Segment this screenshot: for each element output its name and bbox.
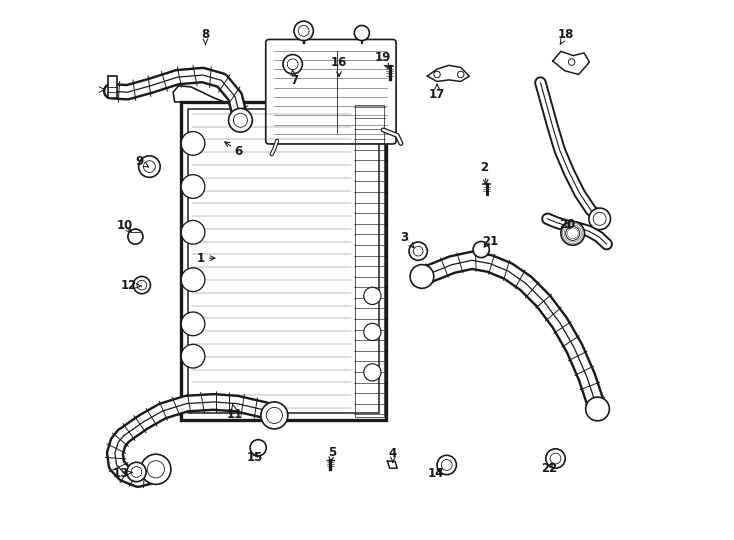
Circle shape: [283, 55, 302, 74]
Text: 18: 18: [558, 28, 575, 45]
Circle shape: [181, 174, 205, 198]
Circle shape: [593, 212, 606, 225]
Circle shape: [143, 161, 156, 172]
Circle shape: [434, 71, 440, 78]
Circle shape: [228, 109, 252, 132]
Circle shape: [127, 462, 146, 482]
Circle shape: [250, 440, 266, 456]
Circle shape: [181, 132, 205, 156]
Text: 4: 4: [389, 447, 397, 462]
Text: 15: 15: [247, 451, 264, 464]
Text: 7: 7: [290, 70, 298, 87]
Text: 5: 5: [328, 446, 336, 463]
Circle shape: [546, 449, 565, 468]
Circle shape: [473, 241, 490, 258]
Circle shape: [139, 156, 160, 177]
Circle shape: [181, 268, 205, 292]
Circle shape: [364, 364, 381, 381]
Circle shape: [589, 208, 611, 230]
Text: 22: 22: [541, 462, 557, 475]
Circle shape: [566, 226, 580, 240]
Bar: [355, 105, 384, 417]
Text: 17: 17: [429, 84, 445, 102]
Circle shape: [441, 460, 452, 470]
Text: 3: 3: [401, 231, 414, 248]
Circle shape: [131, 467, 142, 477]
Circle shape: [409, 242, 427, 260]
Text: 11: 11: [227, 404, 243, 421]
Circle shape: [568, 59, 575, 65]
Circle shape: [457, 71, 464, 78]
Circle shape: [137, 280, 147, 290]
Text: 16: 16: [331, 56, 347, 77]
Text: 13: 13: [112, 467, 133, 480]
Circle shape: [586, 397, 609, 421]
Polygon shape: [553, 51, 589, 75]
Text: 1: 1: [197, 252, 215, 265]
Text: 14: 14: [428, 467, 444, 480]
Circle shape: [298, 25, 309, 36]
Text: 21: 21: [482, 235, 498, 248]
Polygon shape: [427, 65, 469, 82]
Bar: [188, 109, 379, 413]
Text: 19: 19: [375, 51, 391, 69]
Circle shape: [413, 246, 423, 256]
Circle shape: [181, 345, 205, 368]
Circle shape: [128, 229, 143, 244]
Circle shape: [294, 21, 313, 40]
Text: 10: 10: [117, 219, 133, 232]
Circle shape: [364, 323, 381, 341]
Circle shape: [550, 453, 561, 464]
Circle shape: [561, 221, 584, 245]
Text: 12: 12: [121, 279, 142, 292]
Circle shape: [141, 454, 171, 484]
Bar: [181, 102, 386, 420]
Circle shape: [287, 59, 298, 70]
Text: 20: 20: [559, 218, 575, 231]
Circle shape: [181, 220, 205, 244]
Circle shape: [261, 402, 288, 429]
Text: 8: 8: [201, 28, 209, 45]
Circle shape: [266, 407, 283, 423]
Circle shape: [148, 461, 164, 478]
Circle shape: [437, 455, 457, 475]
FancyBboxPatch shape: [266, 39, 396, 144]
Text: 6: 6: [225, 142, 243, 158]
Circle shape: [355, 25, 369, 40]
Circle shape: [134, 276, 150, 294]
Circle shape: [233, 113, 247, 127]
Circle shape: [410, 265, 434, 288]
Circle shape: [181, 312, 205, 336]
Bar: [109, 76, 117, 98]
Text: 2: 2: [480, 161, 489, 184]
Text: 9: 9: [136, 154, 148, 168]
Circle shape: [364, 287, 381, 305]
